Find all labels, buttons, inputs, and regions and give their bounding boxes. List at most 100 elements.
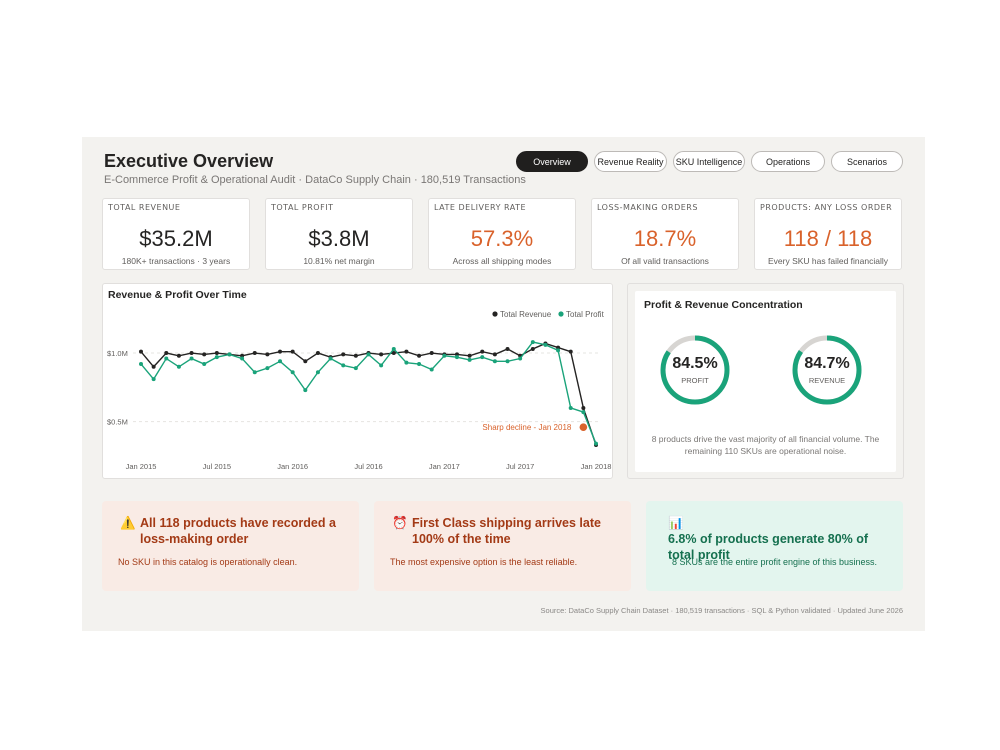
x-tick-label: Jan 2016 — [277, 462, 308, 471]
callout-profit-concentration: 📊 6.8% of products generate 80% of total … — [646, 501, 903, 591]
profit-point — [467, 357, 472, 362]
tab-revenue-reality[interactable]: Revenue Reality — [594, 151, 667, 172]
revenue-point — [556, 345, 561, 350]
kpi-value: $35.2M — [139, 226, 213, 251]
kpi-label: LOSS-MAKING ORDERS — [597, 203, 698, 212]
revenue-point — [353, 353, 358, 358]
kpi-value: $3.8M — [308, 226, 370, 251]
callout-subtext: The most expensive option is the least r… — [390, 557, 578, 567]
profit-point — [176, 364, 181, 369]
profit-point — [556, 348, 561, 353]
profit-point — [341, 363, 346, 368]
revenue-point — [252, 351, 257, 356]
callout-heading: ⚠️ All 118 products have recorded a loss-… — [120, 515, 349, 547]
profit-point — [379, 363, 384, 368]
x-tick-label: Jan 2018 — [581, 462, 612, 471]
tab-sku-intelligence[interactable]: SKU Intelligence — [673, 151, 745, 172]
revenue-point — [568, 349, 573, 354]
legend-marker-profit — [558, 311, 564, 317]
profit-point — [568, 405, 573, 410]
tab-scenarios[interactable]: Scenarios — [831, 151, 903, 172]
revenue-point — [202, 352, 207, 357]
profit-point — [252, 370, 257, 375]
profit-point — [518, 356, 523, 361]
profit-point — [581, 410, 586, 415]
profit-donut-ring — [660, 335, 730, 405]
kpi-value: 18.7% — [633, 226, 697, 251]
legend-marker-revenue — [492, 311, 498, 317]
profit-point — [240, 356, 245, 361]
revenue-point — [505, 346, 510, 351]
kpi-subtext: Every SKU has failed financially — [767, 256, 888, 266]
donut-label: PROFIT — [681, 376, 709, 385]
profit-point — [442, 353, 447, 358]
profit-point — [353, 366, 358, 371]
callout-heading: 📊 6.8% of products generate 80% of total … — [668, 515, 893, 563]
kpi-subtext: 180K+ transactions · 3 years — [121, 256, 231, 266]
callout-loss-products: ⚠️ All 118 products have recorded a loss-… — [102, 501, 359, 591]
dashboard: Executive Overview E-Commerce Profit & O… — [82, 137, 925, 631]
warning-icon: ⚠️ — [120, 516, 136, 530]
revenue-point — [290, 349, 295, 354]
revenue-point — [530, 346, 535, 351]
profit-point — [278, 359, 283, 364]
revenue-point — [164, 351, 169, 356]
kpi-value: 118 / 118 — [783, 226, 873, 251]
profit-point — [227, 352, 232, 357]
profit-point — [454, 355, 459, 360]
kpi-late-delivery-rate: LATE DELIVERY RATE 57.3% Across all ship… — [428, 198, 576, 270]
y-tick-label: $1.0M — [107, 349, 128, 358]
alarm-clock-icon: ⏰ — [392, 516, 408, 530]
callout-title: All 118 products have recorded a loss-ma… — [140, 516, 336, 546]
chart-title: Revenue & Profit Over Time — [108, 289, 247, 301]
footer-source: Source: DataCo Supply Chain Dataset · 18… — [540, 606, 903, 615]
revenue-point — [492, 352, 497, 357]
revenue-point — [278, 349, 283, 354]
callout-first-class-late: ⏰ First Class shipping arrives late 100% … — [374, 501, 631, 591]
bar-chart-icon: 📊 — [668, 516, 684, 530]
page-title: Executive Overview — [104, 151, 274, 171]
profit-point — [151, 377, 156, 382]
profit-point — [505, 359, 510, 364]
profit-point — [189, 356, 194, 361]
profit-point — [290, 370, 295, 375]
donut-value: 84.5% — [672, 355, 718, 372]
x-tick-label: Jul 2015 — [203, 462, 231, 471]
callout-heading: ⏰ First Class shipping arrives late 100% … — [392, 515, 621, 547]
revenue-point — [454, 352, 459, 357]
kpi-label: TOTAL REVENUE — [108, 203, 181, 212]
kpi-label: TOTAL PROFIT — [271, 203, 334, 212]
profit-point — [492, 359, 497, 364]
concentration-card: Profit & Revenue Concentration 84.5% PRO… — [635, 291, 896, 472]
x-tick-label: Jan 2015 — [126, 462, 157, 471]
page-subtitle: E-Commerce Profit & Operational Audit · … — [104, 174, 526, 186]
revenue-point — [379, 352, 384, 357]
kpi-label: LATE DELIVERY RATE — [434, 203, 527, 212]
tab-overview[interactable]: Overview — [516, 151, 588, 172]
profit-point — [404, 360, 409, 365]
revenue-point — [240, 353, 245, 358]
tab-operations[interactable]: Operations — [751, 151, 825, 172]
revenue-point — [189, 351, 194, 356]
revenue-point — [391, 351, 396, 356]
revenue-point — [303, 359, 308, 364]
revenue-point — [139, 349, 143, 354]
profit-donut: 84.5% PROFIT — [658, 333, 732, 407]
profit-point — [429, 367, 434, 372]
kpi-subtext: 10.81% net margin — [303, 256, 375, 266]
callout-title: 6.8% of products generate 80% of total p… — [668, 532, 869, 562]
revenue-point — [341, 352, 346, 357]
profit-point — [303, 388, 308, 393]
revenue-point — [176, 353, 181, 358]
donut-value: 84.7% — [804, 355, 850, 372]
kpi-subtext: Of all valid transactions — [621, 256, 709, 266]
revenue-point — [315, 351, 320, 356]
donut-arc — [792, 335, 862, 405]
revenue-point — [404, 349, 409, 354]
revenue-profit-chart-card: Revenue & Profit Over Time $0.5M $1.0M Jan… — [102, 283, 613, 479]
profit-point — [417, 362, 422, 367]
kpi-value: 57.3% — [470, 226, 534, 251]
revenue-profit-line-chart: $0.5M $1.0M Jan 2015 Jul 2015 Jan 2016 Jul 20… — [107, 310, 612, 471]
revenue-point — [265, 352, 270, 357]
kpi-total-profit: TOTAL PROFIT $3.8M 10.81% net margin — [265, 198, 413, 270]
